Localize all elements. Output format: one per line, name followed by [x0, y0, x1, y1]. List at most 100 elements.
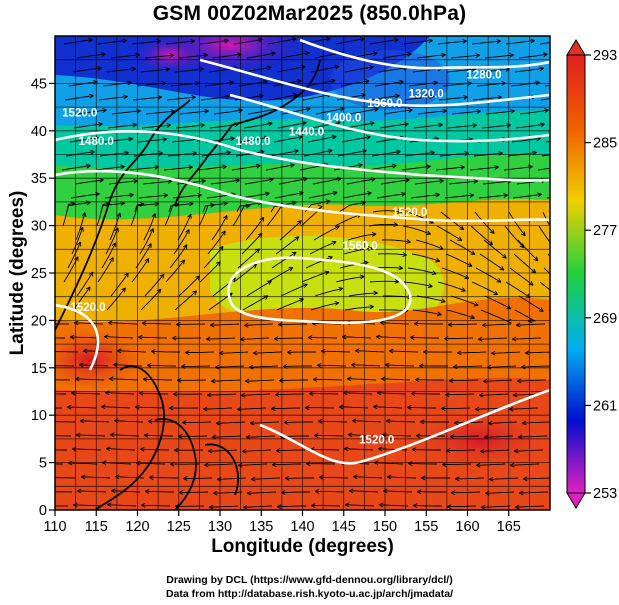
streamline: [352, 420, 382, 423]
streamline-arrow: [365, 135, 371, 140]
contour-label: 1440.0: [289, 127, 324, 139]
streamline: [143, 213, 156, 241]
streamline: [151, 350, 180, 353]
streamline: [515, 123, 545, 129]
streamline-arrow: [414, 377, 420, 383]
streamline: [313, 379, 343, 381]
x-tick-label: 115: [85, 519, 108, 535]
streamline-arrow: [509, 462, 515, 468]
streamline: [369, 280, 399, 283]
streamline-arrow: [120, 201, 125, 206]
streamline: [253, 351, 283, 354]
streamline: [453, 365, 483, 368]
streamline-arrow: [464, 150, 469, 156]
streamline: [517, 379, 547, 382]
streamline: [81, 476, 111, 479]
streamline-arrow: [172, 391, 178, 397]
streamline-arrow: [66, 404, 72, 410]
streamline: [309, 241, 337, 255]
streamline: [69, 137, 99, 143]
streamline: [306, 79, 336, 87]
streamline: [402, 225, 431, 235]
streamline: [140, 288, 162, 311]
streamline-arrow: [535, 80, 540, 86]
streamline-arrow: [124, 272, 129, 278]
streamline: [168, 203, 194, 213]
streamline: [107, 504, 137, 507]
streamline: [233, 38, 263, 45]
streamline: [450, 54, 480, 59]
streamline-arrow: [123, 94, 128, 100]
credit-data: Data from http://database.rish.kyoto-u.a…: [165, 588, 454, 600]
streamline-arrow: [449, 434, 455, 440]
streamline: [97, 257, 114, 283]
streamline-arrow: [341, 334, 347, 340]
streamline-arrow: [274, 392, 280, 397]
streamline-arrow: [157, 95, 162, 100]
streamline-arrow: [49, 350, 53, 354]
streamline-arrow: [114, 474, 120, 480]
streamline-arrow: [242, 504, 248, 510]
streamline-arrow: [259, 216, 265, 222]
streamline-arrow: [209, 322, 215, 328]
streamline: [67, 406, 97, 409]
streamline-arrow: [317, 418, 323, 424]
streamline: [314, 287, 343, 297]
streamline-arrow: [464, 274, 470, 280]
streamline-arrow: [121, 287, 126, 293]
streamline: [272, 463, 301, 466]
streamline-arrow: [101, 52, 106, 57]
streamline-arrow: [271, 462, 277, 468]
streamline: [231, 165, 261, 171]
streamline: [516, 323, 546, 326]
streamline-arrow: [372, 404, 378, 410]
streamline-arrow: [404, 121, 409, 127]
streamline-arrow: [450, 490, 456, 496]
streamline-arrow: [448, 378, 454, 384]
streamline: [99, 152, 129, 157]
streamline-arrow: [136, 108, 141, 114]
streamline: [485, 110, 515, 115]
streamline-arrow: [235, 178, 240, 184]
streamline-arrow: [103, 334, 109, 340]
streamline-arrow: [506, 122, 511, 128]
streamline: [539, 281, 550, 291]
streamline: [61, 165, 91, 171]
streamline: [271, 407, 301, 410]
streamline: [243, 122, 273, 129]
streamline-arrow: [100, 404, 106, 410]
streamline: [470, 225, 493, 246]
streamline-arrow: [473, 179, 478, 184]
streamline-arrow: [435, 257, 441, 263]
streamline-arrow: [302, 176, 308, 182]
streamline: [348, 292, 378, 297]
streamline-arrow: [457, 236, 463, 242]
streamline: [65, 151, 95, 157]
streamline: [480, 309, 508, 322]
streamline-arrow: [113, 418, 119, 424]
streamline-arrow: [249, 420, 255, 426]
streamline-arrow: [245, 434, 251, 440]
streamline: [539, 42, 550, 45]
streamline-arrow: [82, 348, 88, 354]
streamline: [355, 350, 385, 353]
streamline-arrow: [168, 405, 174, 411]
streamline-arrow: [133, 178, 138, 184]
streamline: [131, 40, 161, 45]
streamline-arrow: [419, 419, 425, 425]
contour-label: 1480.0: [235, 136, 270, 148]
streamline-arrow: [278, 378, 284, 383]
streamline-arrow: [298, 190, 304, 196]
streamline: [476, 463, 506, 466]
streamline: [353, 476, 383, 479]
streamline: [177, 214, 192, 241]
streamline: [450, 435, 480, 438]
streamline-arrow: [470, 314, 475, 320]
streamline-arrow: [440, 406, 446, 411]
streamline: [337, 150, 367, 157]
streamline: [518, 295, 544, 312]
streamline: [237, 407, 267, 410]
streamline: [376, 193, 406, 199]
streamline: [98, 96, 128, 101]
streamline-arrow: [470, 250, 476, 255]
